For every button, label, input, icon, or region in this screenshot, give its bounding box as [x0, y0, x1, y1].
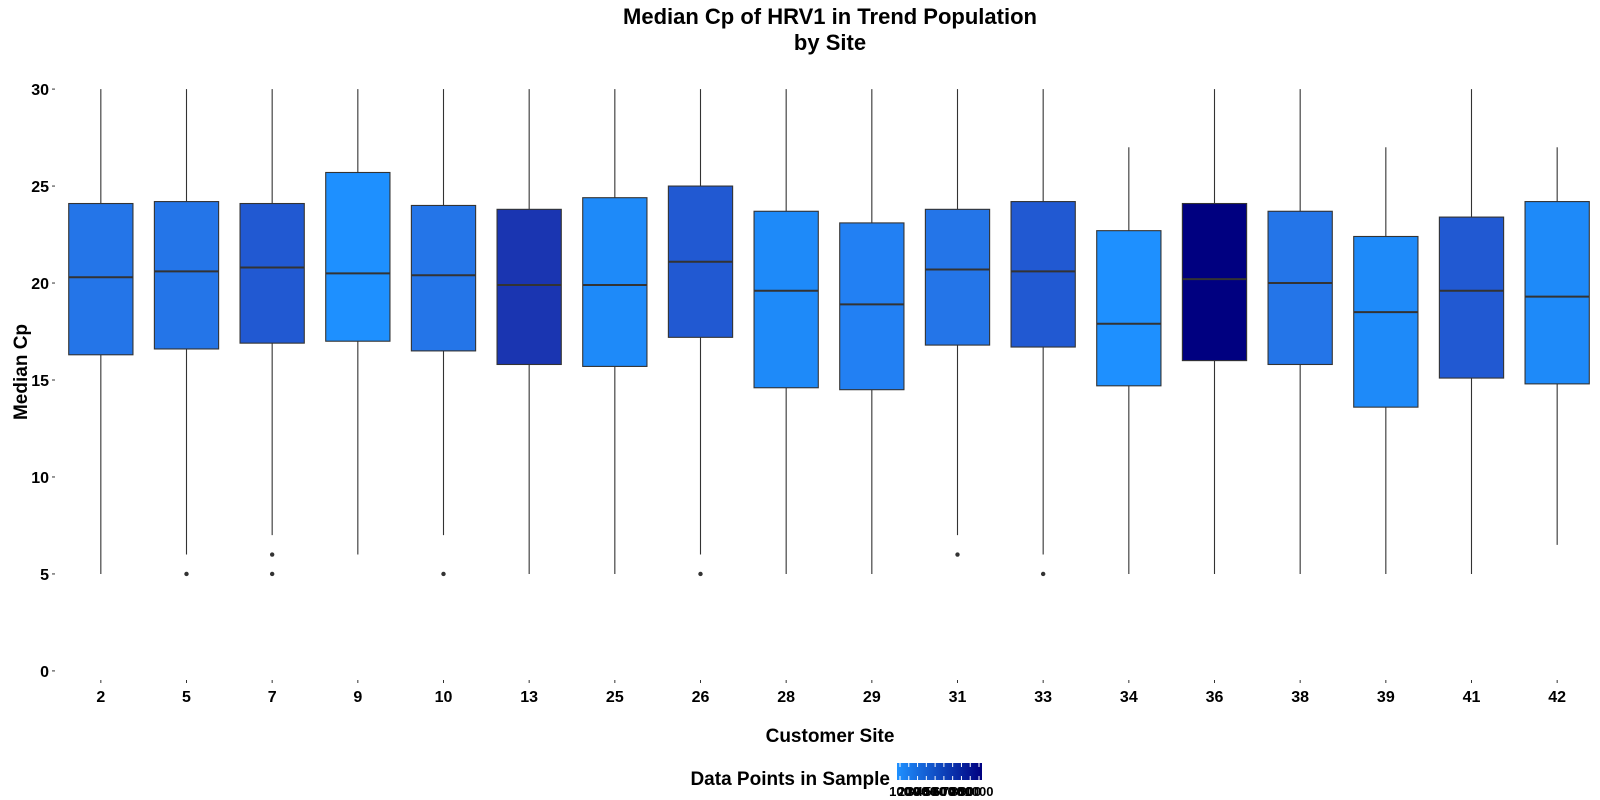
box-iqr	[1524, 201, 1590, 385]
box-iqr	[1438, 216, 1505, 379]
legend-tick-label: 100	[889, 784, 911, 799]
y-tick-label: 10	[31, 470, 49, 487]
box-iqr	[1353, 235, 1419, 408]
x-axis-label: Customer Site	[766, 726, 895, 747]
outlier-point	[698, 571, 703, 577]
legend-tick-label: 800	[951, 784, 973, 799]
y-tick-label: 30	[31, 82, 49, 99]
outlier-point	[1040, 571, 1046, 577]
box-site-33	[1010, 89, 1076, 577]
box-iqr	[1267, 210, 1333, 366]
boxes-layer	[68, 89, 1590, 577]
x-tick-label: 41	[1463, 689, 1481, 706]
x-axis: 2 5 7 9 10 13 25 26 28 29 31 33 34 36 38 39 41 42	[96, 680, 1566, 706]
x-tick-label: 39	[1377, 689, 1395, 706]
box-iqr	[410, 204, 477, 352]
legend-tick-label: 300	[907, 784, 929, 799]
x-tick-label: 28	[777, 689, 795, 706]
x-tick-label: 29	[863, 689, 881, 706]
box-site-25	[582, 89, 648, 574]
chart-title-line-1: Median Cp of HRV1 in Trend Population	[623, 4, 1037, 29]
x-tick-label: 9	[353, 689, 362, 706]
box-site-42	[1524, 147, 1590, 545]
legend-color-bar	[897, 763, 982, 780]
legend-tick-label: 700	[942, 784, 964, 799]
box-site-2	[68, 89, 134, 574]
y-tick-label: 15	[31, 373, 49, 390]
box-site-39	[1353, 147, 1419, 574]
box-site-29	[839, 89, 905, 574]
box-iqr	[153, 201, 220, 350]
x-tick-label: 36	[1206, 689, 1224, 706]
y-tick-label: 5	[40, 567, 49, 584]
box-iqr	[325, 171, 391, 342]
box-iqr	[68, 202, 134, 356]
box-site-7	[239, 89, 305, 577]
box-site-38	[1267, 89, 1333, 574]
legend-tick-label: 400	[915, 784, 937, 799]
x-tick-label: 2	[96, 689, 105, 706]
box-iqr	[753, 210, 819, 389]
x-tick-label: 26	[692, 689, 710, 706]
box-site-10	[410, 89, 477, 577]
x-tick-label: 5	[182, 689, 191, 706]
x-tick-label: 42	[1548, 689, 1566, 706]
box-site-9	[325, 89, 391, 555]
outlier-point	[269, 571, 275, 577]
legend-tick-label: 500	[924, 784, 946, 799]
box-iqr	[1010, 201, 1076, 348]
x-tick-label: 31	[949, 689, 967, 706]
x-tick-label: 25	[606, 689, 624, 706]
x-tick-label: 7	[268, 689, 277, 706]
box-site-41	[1438, 89, 1505, 574]
legend-tick-label: 900	[959, 784, 981, 799]
box-iqr	[496, 208, 562, 366]
y-axis-label: Median Cp	[11, 324, 32, 420]
x-tick-label: 10	[435, 689, 453, 706]
legend-tick-label: 200	[898, 784, 920, 799]
box-iqr	[239, 202, 305, 344]
box-iqr	[1181, 202, 1248, 362]
box-iqr	[582, 197, 648, 367]
box-iqr	[839, 222, 905, 391]
x-tick-label: 34	[1120, 689, 1138, 706]
legend-title: Data Points in Sample	[690, 769, 890, 790]
y-tick-label: 20	[31, 276, 49, 293]
outlier-point	[441, 571, 446, 577]
box-site-26	[667, 89, 734, 577]
legend: Data Points in Sample 100200300400500600…	[690, 763, 993, 799]
box-site-28	[753, 89, 819, 574]
chart-title: Median Cp of HRV1 in Trend Population by…	[623, 4, 1037, 55]
box-iqr	[1096, 230, 1162, 387]
legend-tick-label: 1000	[965, 784, 994, 799]
box-site-36	[1181, 89, 1248, 574]
box-site-13	[496, 89, 562, 574]
chart-title-line-2: by Site	[794, 30, 866, 55]
x-tick-label: 13	[520, 689, 538, 706]
outlier-point	[269, 552, 275, 557]
box-site-31	[924, 89, 991, 557]
y-axis: 0 5 10 15 20 25 30	[31, 82, 55, 681]
box-site-5	[153, 89, 220, 577]
y-tick-label: 0	[40, 664, 49, 681]
box-site-34	[1096, 147, 1162, 574]
box-iqr	[924, 208, 991, 346]
legend-tick-label: 600	[933, 784, 955, 799]
outlier-point	[184, 571, 189, 577]
x-tick-label: 38	[1291, 689, 1309, 706]
x-tick-label: 33	[1034, 689, 1052, 706]
outlier-point	[955, 552, 960, 557]
y-tick-label: 25	[31, 179, 49, 196]
